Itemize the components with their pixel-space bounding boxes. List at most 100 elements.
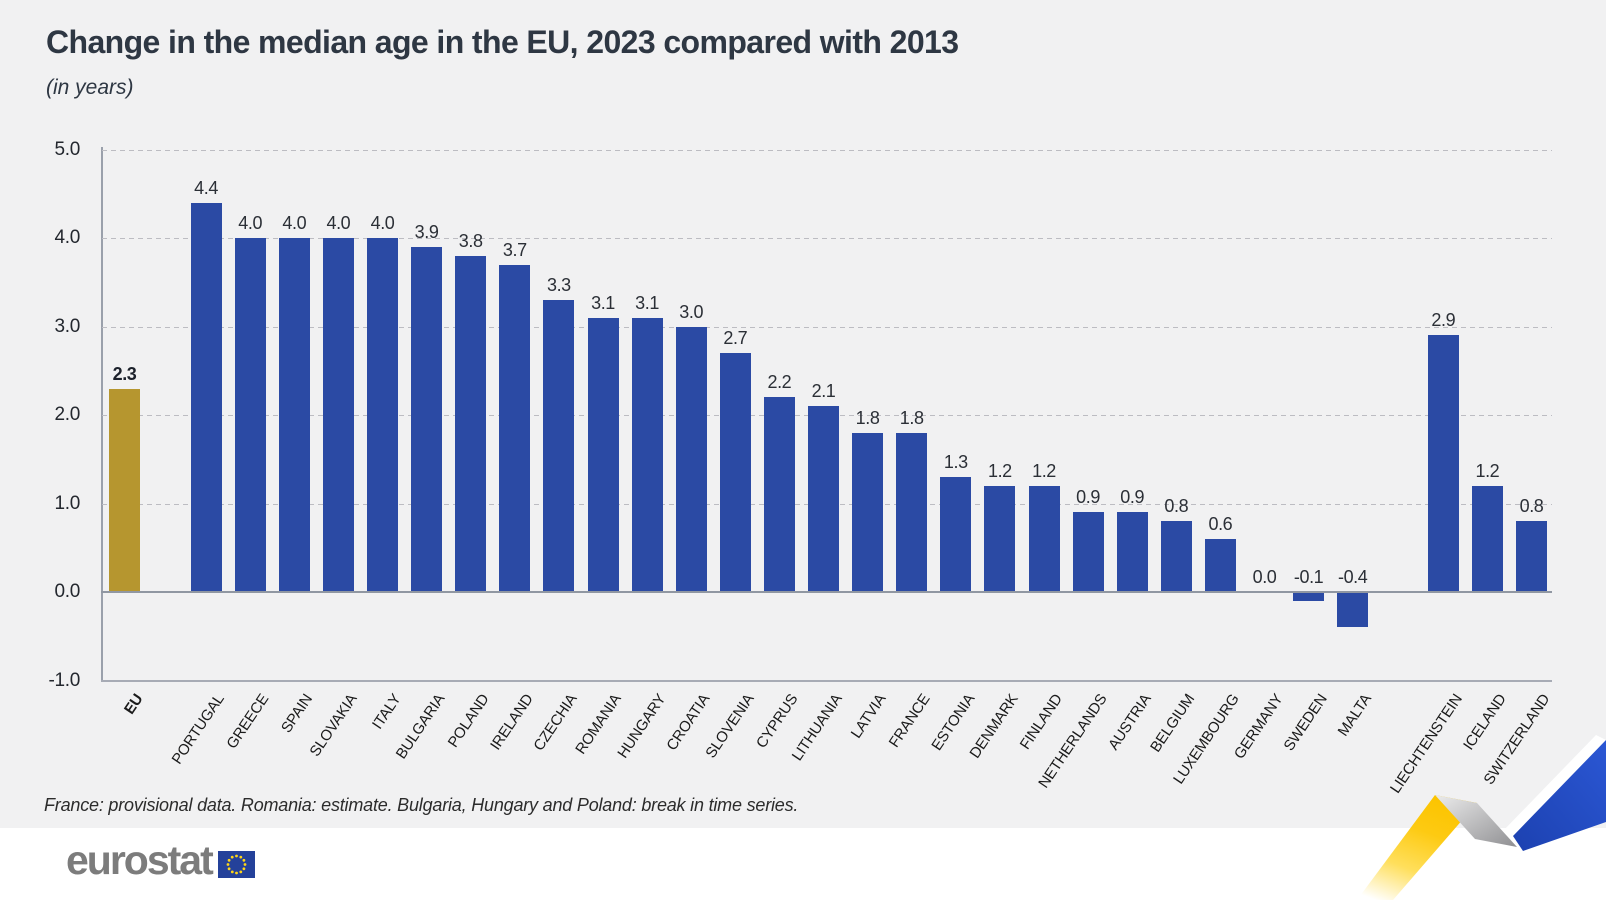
bar-france xyxy=(896,432,928,592)
bar-value-label: 1.3 xyxy=(943,451,968,472)
chart-background xyxy=(0,0,1606,828)
bar-iceland xyxy=(1471,485,1503,592)
plot-area: 5.0 4.0 3.0 2.0 1.0 0.0 -1.0 2.3 EU 4.4 PORTUGAL 4.… xyxy=(48,139,1553,796)
bar-value-label: 0.8 xyxy=(1519,496,1544,517)
eurostat-logo: eurostat xyxy=(66,840,255,881)
eu-flag-star xyxy=(227,858,231,862)
y-axis-line xyxy=(101,147,103,681)
bar-italy xyxy=(367,238,398,592)
x-axis-label-latvia: LATVIA xyxy=(847,691,890,742)
x-axis-label-france: FRANCE xyxy=(885,691,934,751)
bar-value-label: 2.2 xyxy=(767,372,792,393)
x-axis-label-spain: SPAIN xyxy=(278,691,317,737)
bar-value-label: 2.7 xyxy=(723,328,748,348)
ribbon-white-gap xyxy=(1503,735,1606,836)
gridline-3.0 xyxy=(102,327,1552,328)
bar-value-label: 0.9 xyxy=(1120,487,1145,508)
bar-value-label: 4.0 xyxy=(238,213,263,233)
chart-title: Change in the median age in the EU, 2023… xyxy=(46,24,959,60)
bar-value-label: 3.7 xyxy=(502,239,527,260)
gridline-4.0 xyxy=(102,238,1552,239)
bar-value-label: 3.0 xyxy=(679,301,704,322)
y-tick-label: 5.0 xyxy=(54,139,80,160)
y-tick-label: 0.0 xyxy=(54,581,80,602)
eu-flag-star xyxy=(227,867,231,871)
x-axis-bottom-line xyxy=(101,680,1552,682)
bar-portugal xyxy=(190,202,222,592)
bar-value-label: 1.8 xyxy=(899,407,924,428)
bar-austria xyxy=(1116,512,1148,593)
ribbon-blue-band xyxy=(1513,740,1606,851)
x-axis-label-italy: ITALY xyxy=(368,691,405,733)
y-tick-label: 2.0 xyxy=(54,404,80,425)
eu-flag-star xyxy=(242,858,246,862)
y-tick-label: 3.0 xyxy=(54,316,80,337)
eu-flag-star xyxy=(230,855,234,859)
eu-flag-star xyxy=(234,871,238,875)
bar-croatia xyxy=(675,326,707,592)
ribbon-silver-band xyxy=(1435,795,1517,847)
eu-flag-icon xyxy=(217,851,255,878)
gridline-5.0 xyxy=(102,150,1552,151)
bar-value-label: 3.3 xyxy=(546,274,571,295)
bar-value-label: 1.2 xyxy=(987,460,1012,481)
bar-value-label: 1.2 xyxy=(1475,460,1500,481)
ribbon-yellow-band xyxy=(1357,795,1477,900)
eu-flag-star xyxy=(234,854,238,858)
decorative-ribbon-graphic xyxy=(1357,735,1606,900)
bar-value-label: 0.9 xyxy=(1076,487,1100,508)
eu-flag-star xyxy=(242,867,246,871)
bar-cyprus xyxy=(763,397,795,592)
eu-flag-star xyxy=(239,855,242,859)
x-axis-label-eu: EU xyxy=(121,691,147,718)
eu-flag-star xyxy=(243,863,247,866)
bar-netherlands xyxy=(1072,512,1104,593)
bar-value-label: 3.9 xyxy=(414,221,439,242)
bar-ireland xyxy=(499,264,531,592)
y-tick-label: 4.0 xyxy=(54,227,80,248)
bar-liechtenstein xyxy=(1427,335,1459,592)
x-axis-label-sweden: SWEDEN xyxy=(1280,691,1331,755)
bar-value-label: 4.4 xyxy=(194,177,218,198)
bar-belgium xyxy=(1160,521,1192,592)
bar-value-label: 2.3 xyxy=(112,363,137,384)
bar-luxembourg xyxy=(1204,538,1236,592)
x-axis-label-greece: GREECE xyxy=(223,691,273,753)
y-tick-label: -1.0 xyxy=(48,670,80,691)
x-axis-label-finland: FINLAND xyxy=(1016,691,1067,753)
x-axis-label-cyprus: CYPRUS xyxy=(753,691,802,752)
bar-hungary xyxy=(631,317,663,592)
bar-value-label: 3.8 xyxy=(458,230,483,251)
bar-malta xyxy=(1337,592,1369,628)
chart-subtitle: (in years) xyxy=(46,76,134,99)
bar-slovakia xyxy=(322,238,354,592)
bar-value-label: 2.9 xyxy=(1431,310,1456,331)
bar-value-label: 4.0 xyxy=(370,213,395,233)
bar-value-label: 0.6 xyxy=(1208,513,1233,534)
bar-eu xyxy=(109,388,140,592)
bar-switzerland xyxy=(1516,521,1547,592)
bar-value-label: 1.8 xyxy=(855,407,880,428)
bar-value-label: 3.1 xyxy=(591,292,615,313)
bar-czechia xyxy=(543,299,575,592)
bar-value-label: 2.1 xyxy=(811,381,836,402)
bar-value-label: 0.0 xyxy=(1252,567,1277,587)
footnote: France: provisional data. Romania: estim… xyxy=(44,795,799,815)
x-axis-label-poland: POLAND xyxy=(444,691,493,751)
y-tick-label: 1.0 xyxy=(54,493,80,514)
bar-lithuania xyxy=(808,406,839,592)
bar-sweden xyxy=(1293,592,1325,601)
x-axis-label-croatia: CROATIA xyxy=(663,691,714,754)
eu-flag-star xyxy=(230,870,234,874)
bar-spain xyxy=(278,238,310,592)
bar-denmark xyxy=(984,485,1016,592)
bar-slovenia xyxy=(719,353,751,592)
bar-value-label: 0.8 xyxy=(1164,496,1189,517)
bar-value-label: 3.1 xyxy=(635,292,659,313)
x-axis-label-portugal: PORTUGAL xyxy=(168,691,229,768)
bar-value-label: -0.1 xyxy=(1293,567,1324,587)
bar-greece xyxy=(234,238,266,592)
eu-flag-star xyxy=(239,870,242,874)
bar-poland xyxy=(455,255,487,592)
bar-latvia xyxy=(852,432,884,592)
